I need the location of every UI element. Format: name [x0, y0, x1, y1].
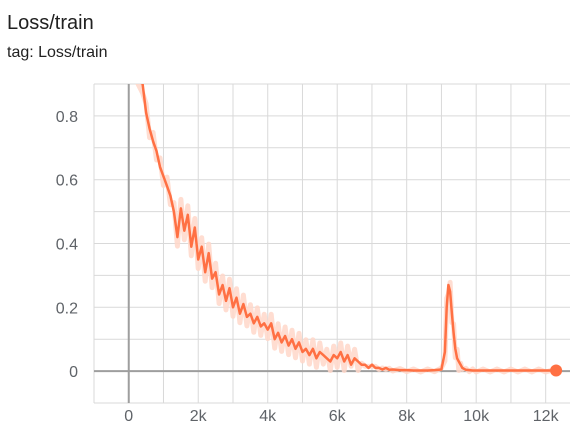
series-endpoint-marker	[550, 364, 563, 377]
y-tick-label: 0	[69, 364, 78, 381]
band-layer	[135, 84, 557, 375]
y-tick-label: 0.6	[56, 173, 78, 190]
x-tick-label: 0	[124, 408, 133, 425]
x-tick-label: 10k	[463, 408, 490, 425]
x-tick-label: 12k	[533, 408, 560, 425]
series-raw-band	[135, 84, 557, 375]
tick-label-layer: 0 0.2 0.4 0.6 0.8 0 2k 4k 6k 8k 10k 12k	[56, 109, 560, 425]
y-tick-label: 0.8	[56, 109, 78, 126]
series-line	[140, 84, 558, 372]
chart-title: Loss/train	[7, 12, 94, 34]
x-tick-label: 8k	[398, 408, 416, 425]
line-layer	[140, 84, 563, 377]
y-tick-label: 0.4	[56, 237, 78, 254]
x-tick-label: 6k	[329, 408, 347, 425]
x-tick-label: 4k	[259, 408, 277, 425]
y-tick-label: 0.2	[56, 300, 78, 317]
chart-tag: tag: Loss/train	[7, 44, 108, 61]
x-tick-label: 2k	[190, 408, 208, 425]
